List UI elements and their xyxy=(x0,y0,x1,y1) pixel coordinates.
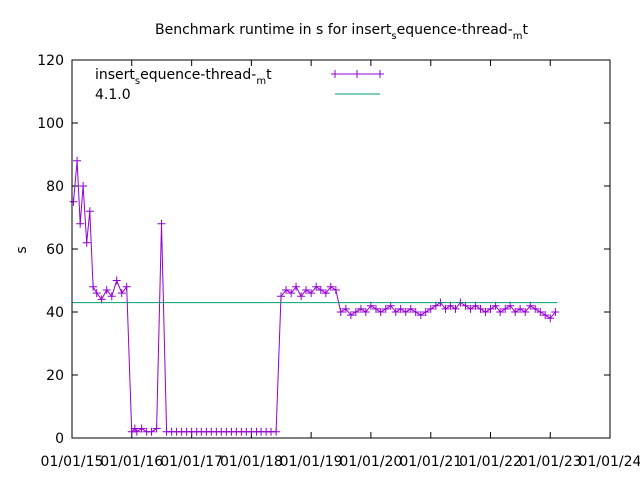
data-point-marker xyxy=(326,282,335,291)
legend-marker-series-1 xyxy=(331,70,384,78)
data-point-marker xyxy=(122,282,131,291)
data-point-marker xyxy=(341,304,350,313)
legend: insertsequence-thread-mt 4.1.0 xyxy=(95,67,384,103)
y-ticks: 0 20 40 60 80 100 120 xyxy=(37,53,610,447)
y-tick-label: 80 xyxy=(46,179,64,195)
y-tick-label: 20 xyxy=(46,368,64,384)
data-point-marker xyxy=(312,282,321,291)
x-tick-label: 01/01/21 xyxy=(399,454,462,470)
plot-area xyxy=(69,156,560,436)
data-point-marker xyxy=(496,308,505,316)
x-tick-label: 01/01/24 xyxy=(579,454,640,470)
data-point-marker xyxy=(76,219,85,228)
data-point-marker xyxy=(381,304,390,313)
data-point-marker xyxy=(85,207,94,216)
x-tick-label: 01/01/17 xyxy=(160,454,223,470)
x-ticks: 01/01/1501/01/1601/01/1701/01/1801/01/19… xyxy=(41,60,640,470)
legend-label-series-1: insertsequence-thread-mt xyxy=(95,67,272,87)
x-tick-label: 01/01/20 xyxy=(339,454,402,470)
data-point-marker xyxy=(421,308,430,316)
data-point-marker xyxy=(287,289,296,298)
data-point-marker xyxy=(92,289,101,298)
data-point-marker xyxy=(102,285,111,294)
y-tick-label: 60 xyxy=(46,242,64,258)
data-point-marker xyxy=(277,292,286,301)
data-point-marker xyxy=(346,311,355,320)
x-tick-label: 01/01/16 xyxy=(100,454,163,470)
data-point-marker xyxy=(336,308,345,316)
data-point-marker xyxy=(361,308,370,316)
data-point-marker xyxy=(406,304,415,313)
y-tick-label: 40 xyxy=(46,305,64,321)
data-point-marker xyxy=(112,276,121,285)
data-point-marker xyxy=(391,308,400,316)
data-point-marker xyxy=(416,311,425,320)
data-point-marker xyxy=(426,304,435,313)
plot-frame xyxy=(71,59,611,439)
data-point-marker xyxy=(282,285,291,294)
data-point-marker xyxy=(401,308,410,316)
data-point-marker xyxy=(89,282,98,291)
data-point-marker xyxy=(79,182,88,190)
data-point-marker xyxy=(521,308,530,316)
x-tick-label: 01/01/22 xyxy=(459,454,522,470)
data-point-marker xyxy=(451,304,460,313)
data-point-marker xyxy=(307,289,316,298)
data-point-marker xyxy=(516,304,525,313)
data-point-marker xyxy=(441,304,450,313)
data-point-marker xyxy=(546,314,555,323)
y-tick-label: 100 xyxy=(37,116,64,132)
data-point-marker xyxy=(551,308,560,316)
data-point-marker xyxy=(297,292,306,301)
y-axis-label: s xyxy=(14,246,30,253)
data-point-marker xyxy=(321,289,330,298)
data-point-marker xyxy=(272,427,281,436)
data-point-marker xyxy=(476,304,485,313)
x-tick-label: 01/01/18 xyxy=(220,454,283,470)
data-point-marker xyxy=(147,427,156,436)
data-point-marker xyxy=(511,308,520,316)
data-point-marker xyxy=(117,289,126,298)
data-point-marker xyxy=(316,285,325,294)
data-point-marker xyxy=(371,304,380,313)
data-point-marker xyxy=(302,285,311,294)
data-point-marker xyxy=(82,238,91,247)
x-tick-label: 01/01/23 xyxy=(519,454,582,470)
data-point-marker xyxy=(356,304,365,313)
data-point-marker xyxy=(73,156,82,165)
data-point-marker xyxy=(481,308,490,316)
data-point-marker xyxy=(152,424,161,433)
chart-title: Benchmark runtime in s for insertsequenc… xyxy=(155,22,529,42)
data-point-marker xyxy=(466,304,475,313)
data-point-marker xyxy=(137,424,146,433)
data-point-marker xyxy=(486,304,495,313)
data-point-marker xyxy=(132,427,141,436)
data-point-marker xyxy=(292,282,301,291)
data-point-marker xyxy=(541,311,550,320)
data-point-marker xyxy=(97,295,106,304)
y-tick-label: 120 xyxy=(37,53,64,69)
data-point-marker xyxy=(331,285,340,294)
data-point-marker xyxy=(531,304,540,313)
x-tick-label: 01/01/19 xyxy=(280,454,343,470)
legend-label-series-2: 4.1.0 xyxy=(95,87,131,103)
data-point-marker xyxy=(411,308,420,316)
data-point-marker xyxy=(536,308,545,316)
data-point-marker xyxy=(69,197,78,206)
data-point-marker xyxy=(396,304,405,313)
data-point-marker xyxy=(351,308,360,316)
data-point-marker xyxy=(501,304,510,313)
x-tick-label: 01/01/15 xyxy=(41,454,104,470)
data-point-marker xyxy=(157,219,166,228)
data-point-marker xyxy=(376,308,385,316)
series-line-1 xyxy=(73,160,556,433)
data-point-marker xyxy=(107,292,116,301)
y-tick-label: 0 xyxy=(55,431,64,447)
